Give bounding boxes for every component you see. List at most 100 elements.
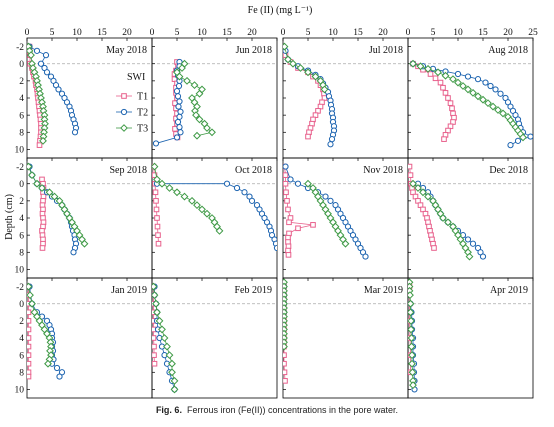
panel-jun-2018: 0 5 10 15 20 Jun 2018 (150, 28, 278, 159)
data-point-t3 (464, 85, 472, 94)
data-point-t2 (241, 189, 248, 196)
data-point-t3 (414, 184, 422, 192)
data-point-t3 (168, 368, 176, 377)
data-point-t3 (416, 62, 425, 71)
data-point-t1 (27, 352, 32, 358)
panel-apr-2019: Apr 2019 (407, 277, 534, 399)
data-point-t2 (175, 103, 182, 110)
data-point-t3 (465, 252, 474, 261)
data-point-t3 (489, 102, 497, 111)
y-axis-title: Depth (cm) (4, 194, 15, 240)
data-point-t3 (28, 299, 36, 308)
series-group (27, 162, 89, 256)
data-point-t3 (193, 131, 201, 140)
legend-label-t2: T2 (137, 108, 148, 119)
panel-sep-2018: -2 0 2 4 6 8 10 Sep 2018 (15, 157, 153, 279)
panel-title: Dec 2018 (489, 165, 528, 176)
data-point-t3 (484, 99, 492, 108)
data-point-t1 (283, 172, 289, 178)
y-tick-label: -2 (16, 163, 24, 173)
data-point-t1 (283, 352, 287, 358)
data-point-t3 (27, 282, 33, 291)
data-point-t3 (180, 192, 189, 201)
data-point-t3 (215, 226, 224, 235)
panel-frame (282, 277, 409, 399)
series-line-t3 (154, 166, 220, 232)
data-point-t2 (37, 60, 45, 67)
data-point-t3 (168, 359, 176, 368)
data-point-t2 (56, 373, 63, 380)
data-point-t2 (454, 70, 462, 78)
y-tick-label: 4 (19, 214, 24, 224)
data-point-t3 (39, 136, 47, 145)
data-point-t3 (419, 188, 427, 197)
panel-frame (407, 277, 534, 399)
data-point-t1 (283, 180, 289, 187)
data-point-t3 (519, 133, 527, 142)
data-point-t3 (192, 111, 200, 120)
data-point-t3 (155, 316, 164, 325)
legend-marker-t3 (120, 124, 128, 132)
data-point-t2 (464, 73, 472, 80)
data-point-t3 (408, 351, 416, 360)
legend-marker-t1 (121, 93, 127, 99)
panel-jan-2019: -2 0 2 4 6 8 10 Jan 2019 (15, 277, 153, 399)
data-point-t3 (50, 192, 59, 201)
x-tick-label: 0 (25, 28, 30, 38)
panel-oct-2018: Oct 2018 (151, 157, 278, 279)
y-tick-label: 0 (19, 60, 24, 70)
data-point-t1 (152, 335, 157, 341)
data-point-t3 (409, 59, 417, 68)
x-axis-title: Fe (II) (mg L⁻¹) (248, 5, 313, 16)
data-point-t1 (284, 198, 290, 204)
data-point-t3 (454, 78, 462, 87)
panel-title: Feb 2019 (235, 285, 273, 296)
data-point-t2 (514, 137, 522, 144)
data-point-t1 (408, 163, 413, 170)
x-tick-label: 25 (528, 28, 538, 38)
panel-frame (407, 37, 534, 159)
data-point-t2 (248, 197, 256, 204)
legend-label-t1: T1 (137, 92, 148, 103)
data-point-t3 (494, 106, 502, 114)
data-point-t3 (441, 71, 450, 80)
data-point-t3 (311, 72, 320, 81)
data-point-t3 (320, 85, 329, 94)
y-tick-label: 0 (19, 180, 24, 190)
panel-title: Jan 2019 (111, 285, 147, 296)
x-tick-label: 0 (406, 28, 411, 38)
x-tick-label: 0 (281, 28, 286, 38)
data-point-t3 (283, 342, 288, 351)
y-tick-label: 6 (19, 111, 24, 121)
x-tick-label: 10 (453, 28, 463, 38)
panel-title: Apr 2019 (490, 285, 528, 296)
data-point-t1 (155, 240, 162, 247)
panel-mar-2019: Mar 2019 (282, 277, 409, 399)
y-tick-label: 2 (19, 197, 24, 207)
data-point-t2 (327, 141, 334, 148)
data-point-t1 (285, 252, 292, 258)
data-point-t3 (203, 124, 211, 132)
data-point-t1 (310, 222, 316, 228)
series-group (408, 163, 487, 261)
data-point-t2 (362, 253, 369, 260)
data-point-t1 (152, 172, 158, 178)
data-point-t3 (408, 368, 417, 377)
figure-caption: Fig. 6. Ferrous iron (Fe(II)) concentrat… (0, 405, 554, 415)
data-point-t2 (174, 118, 182, 126)
data-point-t3 (165, 184, 174, 192)
panel-feb-2019: Feb 2019 (151, 277, 278, 399)
data-point-t1 (445, 95, 451, 101)
data-point-t1 (27, 360, 32, 367)
panel-frame (282, 37, 409, 159)
data-point-t3 (152, 282, 158, 291)
data-point-t1 (427, 71, 434, 77)
data-point-t2 (177, 108, 184, 115)
data-point-t1 (449, 105, 455, 112)
data-point-t3 (80, 239, 89, 248)
data-point-t3 (165, 351, 174, 360)
